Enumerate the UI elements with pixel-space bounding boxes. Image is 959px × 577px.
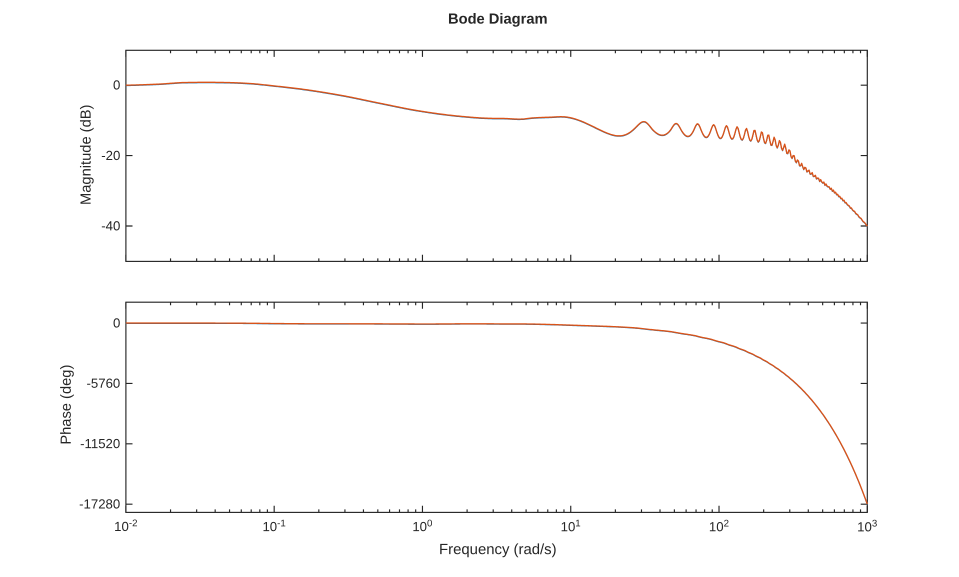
svg-text:Frequency (rad/s): Frequency (rad/s) [439, 542, 557, 558]
svg-text:0: 0 [113, 315, 120, 330]
svg-text:0: 0 [113, 78, 120, 93]
svg-text:Bode Diagram: Bode Diagram [448, 12, 548, 28]
svg-text:Phase (deg): Phase (deg) [59, 365, 75, 445]
svg-text:-17280: -17280 [79, 497, 120, 512]
svg-text:-11520: -11520 [80, 436, 120, 451]
svg-text:-20: -20 [101, 148, 120, 163]
svg-text:-5760: -5760 [87, 376, 121, 391]
svg-text:-40: -40 [101, 218, 120, 233]
svg-text:Magnitude (dB): Magnitude (dB) [79, 105, 95, 205]
